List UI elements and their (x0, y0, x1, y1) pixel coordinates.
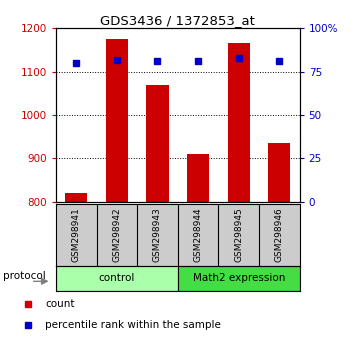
Bar (56, 266, 178, 291)
Bar (65, 193, 87, 202)
Text: GSM298946: GSM298946 (275, 207, 284, 262)
Bar (268, 143, 291, 202)
Text: GSM298944: GSM298944 (193, 207, 203, 262)
Text: protocol: protocol (3, 271, 45, 281)
Bar (227, 44, 250, 202)
Text: control: control (99, 273, 135, 283)
Bar (187, 154, 209, 202)
Text: count: count (45, 299, 75, 309)
Bar (146, 85, 169, 202)
Text: GSM298941: GSM298941 (72, 207, 81, 262)
Text: GSM298945: GSM298945 (234, 207, 243, 262)
Bar (178, 266, 300, 291)
Text: GSM298942: GSM298942 (112, 207, 121, 262)
Text: Math2 expression: Math2 expression (192, 273, 285, 283)
Title: GDS3436 / 1372853_at: GDS3436 / 1372853_at (100, 14, 255, 27)
Bar (106, 39, 128, 202)
Text: percentile rank within the sample: percentile rank within the sample (45, 320, 221, 330)
Text: GSM298943: GSM298943 (153, 207, 162, 262)
